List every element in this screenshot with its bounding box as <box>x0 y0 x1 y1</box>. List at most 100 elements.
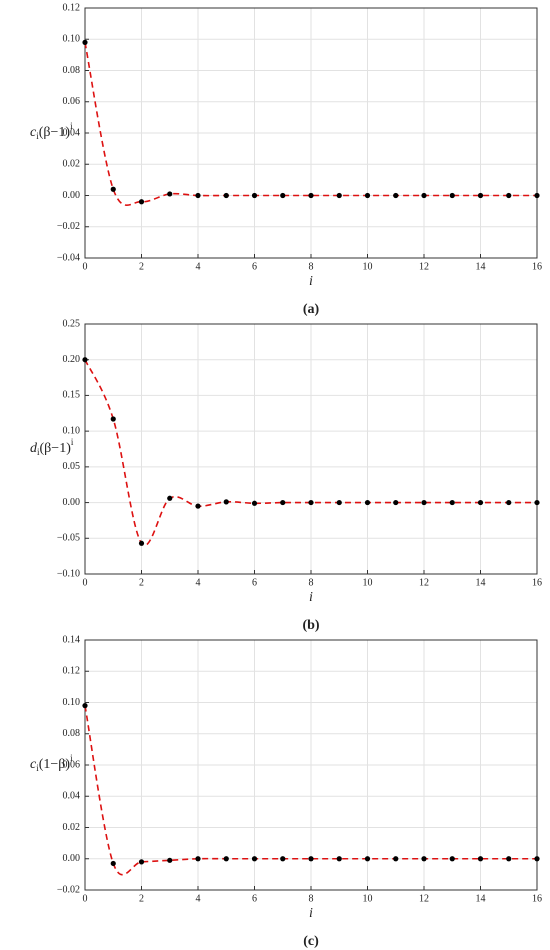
y-tick-label: 0.25 <box>63 318 81 329</box>
x-tick-label: 0 <box>83 893 88 904</box>
point <box>364 856 371 862</box>
x-tick-label: 4 <box>196 893 201 904</box>
point <box>195 192 201 199</box>
point <box>251 192 258 199</box>
point <box>82 39 88 45</box>
x-tick-label: 14 <box>476 261 486 272</box>
y-tick-label: −0.04 <box>57 252 80 263</box>
x-tick-label: 16 <box>532 893 542 904</box>
point <box>449 499 455 506</box>
point <box>223 499 229 505</box>
y-axis-label: ci(β−1)i <box>30 121 73 141</box>
x-tick-label: 4 <box>196 261 201 272</box>
curve <box>84 42 537 206</box>
caption: (b) <box>302 618 319 633</box>
point <box>195 856 201 862</box>
y-tick-label: −0.02 <box>57 884 80 895</box>
y-axis-label: di(β−1)i <box>30 437 74 457</box>
x-tick-label: 0 <box>83 261 88 272</box>
x-tick-label: 10 <box>363 577 373 588</box>
point <box>421 499 427 506</box>
x-tick-label: 12 <box>419 893 429 904</box>
y-tick-label: 0.02 <box>63 822 81 833</box>
y-tick-label: 0.00 <box>63 497 81 508</box>
x-tick-label: 14 <box>476 893 486 904</box>
point <box>110 186 116 192</box>
point <box>280 856 286 862</box>
x-tick-label: 14 <box>476 577 486 588</box>
y-tick-label: −0.10 <box>57 568 80 579</box>
y-label-sub: i <box>36 763 39 773</box>
caption: (c) <box>303 934 319 949</box>
x-tick-label: 2 <box>139 577 144 588</box>
point <box>534 192 540 199</box>
point <box>308 499 314 506</box>
x-tick-label: 4 <box>196 577 201 588</box>
point <box>506 856 512 862</box>
y-tick-label: 0.12 <box>63 666 81 677</box>
x-tick-label: 10 <box>363 893 373 904</box>
y-tick-label: 0.20 <box>63 354 81 365</box>
plot-frame <box>84 639 538 891</box>
point <box>336 192 342 199</box>
y-label-base: c <box>30 125 37 140</box>
x-tick-label: 12 <box>419 577 429 588</box>
y-tick-label: 0.10 <box>63 425 81 436</box>
point <box>336 499 342 506</box>
y-tick-label: 0.05 <box>63 461 81 472</box>
point <box>82 357 88 363</box>
x-axis-label: i <box>309 590 313 605</box>
y-tick-label: 0.10 <box>63 697 81 708</box>
y-tick-label: 0.10 <box>63 34 81 45</box>
point <box>477 192 484 199</box>
point <box>223 856 229 862</box>
point <box>336 856 342 862</box>
y-axis-label: ci(1−β)i <box>30 753 73 773</box>
y-tick-label: 0.06 <box>63 759 81 770</box>
y-tick-label: 0.04 <box>63 791 81 802</box>
y-tick-label: 0.14 <box>63 634 81 645</box>
point <box>477 499 484 506</box>
x-tick-label: 8 <box>309 261 314 272</box>
x-tick-label: 6 <box>252 577 257 588</box>
x-tick-label: 6 <box>252 893 257 904</box>
point <box>477 856 484 862</box>
y-tick-label: −0.02 <box>57 221 80 232</box>
y-label-base: c <box>30 757 37 772</box>
y-tick-label: 0.00 <box>63 190 81 201</box>
point <box>110 416 116 422</box>
point <box>393 192 399 199</box>
point <box>393 856 399 862</box>
y-label-sup: i <box>70 753 73 763</box>
y-tick-label: −0.05 <box>57 533 80 544</box>
y-tick-label: 0.15 <box>63 390 81 401</box>
point <box>534 856 540 862</box>
x-tick-label: 2 <box>139 261 144 272</box>
point <box>138 199 145 205</box>
point <box>167 191 173 197</box>
x-tick-label: 8 <box>309 893 314 904</box>
point <box>308 192 314 199</box>
point <box>308 856 314 862</box>
x-axis-label: i <box>309 906 313 921</box>
point <box>449 192 455 199</box>
point <box>138 540 145 546</box>
point <box>167 495 173 501</box>
y-label-mid: (β−1) <box>40 441 72 456</box>
plot-frame <box>84 323 538 575</box>
curve <box>84 359 537 547</box>
y-tick-label: 0.08 <box>63 728 81 739</box>
y-tick-label: 0.06 <box>63 96 81 107</box>
point <box>421 856 427 862</box>
x-tick-label: 6 <box>252 261 257 272</box>
y-label-sup: i <box>71 437 74 447</box>
point <box>449 856 455 862</box>
y-label-sub: i <box>37 447 40 457</box>
point <box>223 192 229 199</box>
x-tick-label: 16 <box>532 577 542 588</box>
y-tick-label: 0.00 <box>63 853 81 864</box>
y-tick-label: 0.08 <box>63 65 81 76</box>
point <box>393 499 399 506</box>
point <box>280 499 286 506</box>
